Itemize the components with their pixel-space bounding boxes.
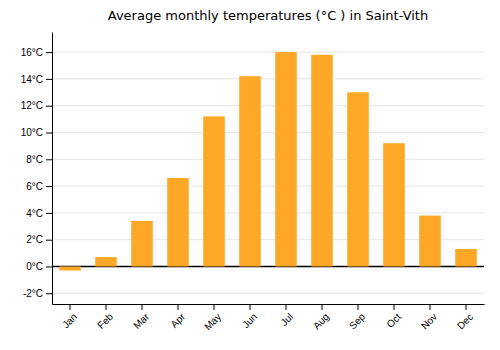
tick-mark — [394, 304, 395, 310]
tick-label: Aug — [311, 311, 331, 331]
tick-mark — [214, 304, 215, 310]
tick-mark — [46, 132, 52, 133]
tick-label: 2°C — [26, 234, 43, 245]
tick: 0°C — [26, 261, 52, 272]
tick: Sep — [347, 304, 368, 331]
marks — [59, 52, 477, 270]
tick-label: 10°C — [21, 127, 43, 138]
bar — [275, 52, 297, 266]
tick: 12°C — [21, 100, 52, 111]
grid-line — [52, 105, 484, 106]
grid-line — [52, 212, 484, 213]
bar — [131, 221, 153, 267]
bar — [167, 178, 189, 266]
axis-line — [53, 304, 485, 305]
grid-line — [52, 132, 484, 133]
grid-line — [52, 186, 484, 187]
tick-mark — [46, 79, 52, 80]
tick: 2°C — [26, 234, 52, 245]
tick-label: 14°C — [21, 74, 43, 85]
tick-label: 16°C — [21, 47, 43, 58]
tick-mark — [70, 304, 71, 310]
tick-mark — [358, 304, 359, 310]
bar — [239, 76, 261, 266]
tick: May — [202, 304, 223, 332]
tick-mark — [142, 304, 143, 310]
bar — [203, 116, 225, 266]
bar — [59, 266, 81, 270]
tick-mark — [430, 304, 431, 310]
tick: Mar — [131, 304, 151, 331]
bar — [455, 249, 477, 266]
grid-line — [52, 52, 484, 53]
grid-line — [52, 293, 484, 294]
tick: Jul — [278, 304, 295, 328]
tick-label: -2°C — [23, 288, 43, 299]
tick-label: Nov — [419, 311, 439, 331]
tick: 8°C — [26, 154, 52, 165]
tick: Jan — [60, 304, 79, 330]
tick-mark — [46, 240, 52, 241]
plot: -2°C 0°C 2°C 4°C 6°C 8°C 10°C 12°C 14°C 16°C Jan Fe… — [21, 33, 485, 333]
tick-label: Jan — [60, 311, 79, 330]
tick-mark — [106, 304, 107, 310]
tick: Feb — [95, 304, 115, 331]
tick-mark — [286, 304, 287, 310]
tick: Apr — [168, 304, 187, 330]
tick: 6°C — [26, 181, 52, 192]
tick-label: Apr — [168, 311, 187, 330]
tick-label: May — [202, 311, 223, 332]
grid-line — [52, 78, 484, 79]
bar — [347, 92, 369, 266]
tick: Aug — [311, 304, 331, 331]
tick-mark — [46, 52, 52, 53]
tick-label: Feb — [95, 311, 115, 331]
tick: 10°C — [21, 127, 52, 138]
tick: Dec — [455, 304, 475, 331]
tick-label: 8°C — [26, 154, 43, 165]
tick: 4°C — [26, 208, 52, 219]
tick-label: Jul — [278, 311, 295, 328]
tick-label: 6°C — [26, 181, 43, 192]
bar — [419, 216, 441, 267]
bar — [311, 55, 333, 267]
tick-mark — [46, 106, 52, 107]
tick-mark — [46, 213, 52, 214]
tick: -2°C — [23, 288, 52, 299]
tick-label: 4°C — [26, 208, 43, 219]
tick-mark — [322, 304, 323, 310]
tick-label: Oct — [384, 311, 403, 330]
tick-mark — [46, 186, 52, 187]
tick-mark — [250, 304, 251, 310]
x-axis: Jan Feb Mar Apr May Jun Jul Aug Sep Oct Nov Dec — [53, 304, 485, 332]
title: Average monthly temperatures (°C ) in Sa… — [108, 8, 428, 23]
tick-mark — [46, 293, 52, 294]
tick: Nov — [419, 304, 439, 331]
tick-mark — [46, 159, 52, 160]
tick-mark — [46, 266, 52, 267]
tick-label: Jun — [240, 311, 259, 330]
tick-mark — [178, 304, 179, 310]
grid — [52, 52, 484, 293]
y-axis: -2°C 0°C 2°C 4°C 6°C 8°C 10°C 12°C 14°C 16°C — [21, 33, 53, 305]
tick: 16°C — [21, 47, 52, 58]
chart: -2°C 0°C 2°C 4°C 6°C 8°C 10°C 12°C 14°C 16°C Jan Fe… — [0, 0, 500, 350]
tick: Jun — [240, 304, 259, 330]
tick-label: 12°C — [21, 100, 43, 111]
bar — [383, 143, 405, 266]
axis-line — [52, 33, 53, 305]
tick-label: Sep — [347, 311, 368, 332]
bar — [95, 257, 117, 266]
tick: 14°C — [21, 74, 52, 85]
tick-label: Dec — [455, 311, 475, 331]
grid-line — [52, 159, 484, 160]
tick: Oct — [384, 304, 403, 330]
tick-label: Mar — [131, 311, 151, 331]
tick-mark — [466, 304, 467, 310]
tick-label: 0°C — [26, 261, 43, 272]
